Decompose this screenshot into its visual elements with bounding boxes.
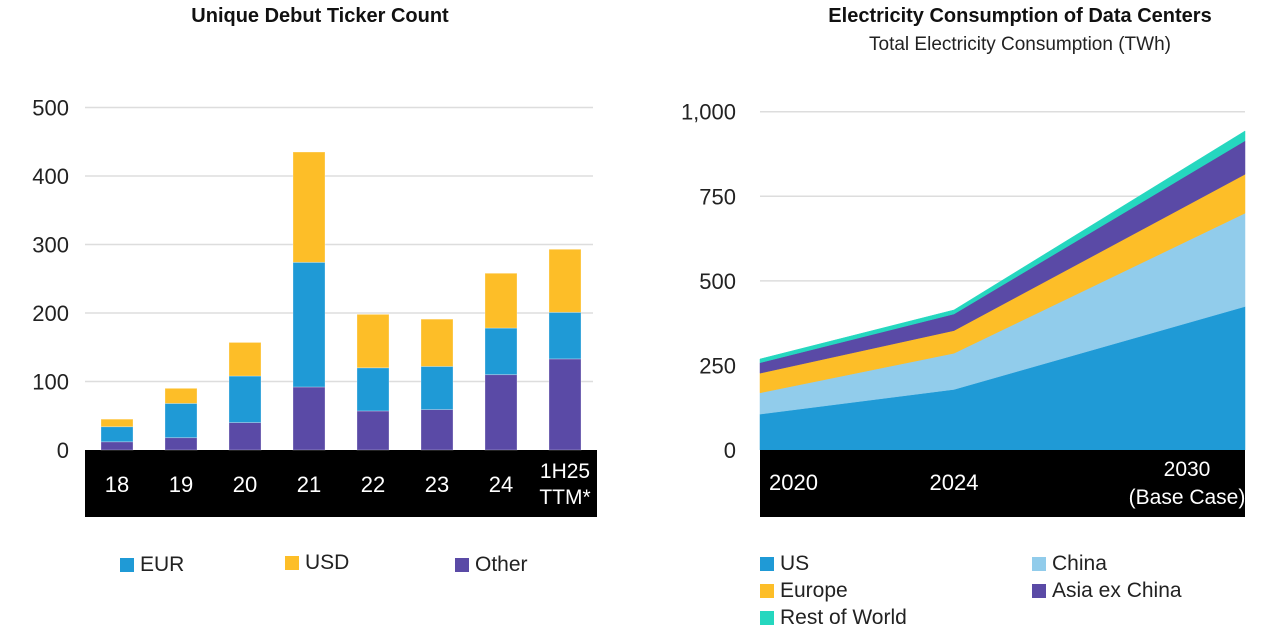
- x-tick-label: 18: [105, 472, 129, 497]
- x-tick-label: 21: [297, 472, 321, 497]
- x-axis-band: [85, 450, 597, 517]
- x-tick-label: 2020: [769, 470, 818, 495]
- legend-swatch-china: [1032, 557, 1046, 571]
- bar-segment-eur: [100, 426, 134, 443]
- x-tick-label: 19: [169, 472, 193, 497]
- y-tick-label: 750: [699, 184, 736, 209]
- bar-segment-eur: [228, 375, 262, 423]
- bar-segment-other: [420, 409, 454, 451]
- electricity-chart-title: Electricity Consumption of Data Centers: [828, 5, 1212, 27]
- bar-segment-eur: [164, 403, 198, 439]
- legend-label-asia-ex-china: Asia ex China: [1052, 579, 1182, 602]
- x-tick-label: TTM*: [539, 486, 590, 509]
- legend-label-other: Other: [475, 553, 528, 576]
- y-tick-label: 0: [724, 438, 736, 463]
- legend-label-rest-of-world: Rest of World: [780, 606, 907, 629]
- y-tick-label: 500: [32, 96, 69, 121]
- legend-swatch-rest-of-world: [760, 611, 774, 625]
- y-tick-label: 100: [32, 370, 69, 395]
- x-tick-label: 20: [233, 472, 257, 497]
- electricity-chart-panel: Electricity Consumption of Data Centers …: [640, 0, 1282, 640]
- x-tick-label: 1H25: [540, 460, 590, 483]
- legend-item-eur: EUR: [120, 553, 184, 577]
- electricity-chart-subtitle: Total Electricity Consumption (TWh): [869, 34, 1171, 55]
- legend-item-china: China: [1032, 552, 1107, 576]
- legend-swatch-other: [455, 558, 469, 572]
- bar-segment-other: [228, 422, 262, 451]
- legend-swatch-asia-ex-china: [1032, 584, 1046, 598]
- bar-segment-eur: [484, 327, 518, 376]
- area-rest-of-world: [759, 130, 1246, 364]
- y-tick-label: 400: [32, 164, 69, 189]
- legend-item-rest-of-world: Rest of World: [760, 606, 907, 630]
- ticker-chart-title: Unique Debut Ticker Count: [191, 5, 449, 27]
- legend-item-usd: USD: [285, 551, 349, 575]
- legend-item-us: US: [760, 552, 809, 576]
- y-tick-label: 300: [32, 233, 69, 258]
- legend-item-other: Other: [455, 553, 528, 577]
- x-tick-label: 2030: [1164, 458, 1211, 481]
- bar-segment-usd: [100, 418, 134, 428]
- bar-segment-other: [484, 374, 518, 451]
- bar-segment-eur: [548, 311, 582, 360]
- x-axis-band: [760, 450, 1245, 517]
- bar-segment-usd: [356, 313, 390, 369]
- bar-segment-other: [548, 358, 582, 451]
- y-tick-label: 250: [699, 353, 736, 378]
- legend-label-us: US: [780, 552, 810, 575]
- y-tick-label: 0: [57, 438, 69, 463]
- legend-label-usd: USD: [305, 551, 350, 574]
- legend-item-asia-ex-china: Asia ex China: [1032, 579, 1182, 603]
- bar-segment-other: [100, 441, 134, 451]
- ticker-count-chart-panel: Unique Debut Ticker Count 0 100 200 300 400 5…: [0, 0, 640, 640]
- legend-label-eur: EUR: [140, 553, 185, 576]
- bar-segment-usd: [420, 318, 454, 367]
- bar-segment-eur: [292, 261, 326, 388]
- y-tick-label: 200: [32, 301, 69, 326]
- x-tick-label: 22: [361, 472, 385, 497]
- legend-item-europe: Europe: [760, 579, 848, 603]
- x-tick-label: 23: [425, 472, 449, 497]
- y-tick-label: 500: [699, 269, 736, 294]
- x-tick-label: 24: [489, 472, 513, 497]
- bar-segment-other: [356, 410, 390, 451]
- bar-segment-eur: [356, 367, 390, 412]
- legend-label-china: China: [1052, 552, 1107, 575]
- bar-segment-usd: [292, 151, 326, 263]
- electricity-area-chart: 0 250 500 750 1,000 2020 2024 2030 (Base Case): [681, 100, 1246, 517]
- bar-segment-other: [164, 437, 198, 451]
- x-tick-label: (Base Case): [1129, 486, 1246, 509]
- legend-swatch-europe: [760, 584, 774, 598]
- bar-segment-eur: [420, 366, 454, 410]
- legend-swatch-usd: [285, 556, 299, 570]
- y-tick-label: 1,000: [681, 100, 736, 125]
- x-tick-label: 2024: [930, 470, 979, 495]
- bar-segment-usd: [164, 387, 198, 404]
- bar-segment-usd: [548, 248, 582, 313]
- legend-swatch-us: [760, 557, 774, 571]
- bar-segment-usd: [484, 272, 518, 329]
- legend-label-europe: Europe: [780, 579, 848, 602]
- bar-segment-other: [292, 386, 326, 451]
- legend-swatch-eur: [120, 558, 134, 572]
- ticker-bar-chart: 0 100 200 300 400 500 18 19 20 21 22 23 24 1H25 TTM*: [32, 96, 597, 517]
- bar-segment-usd: [228, 342, 262, 377]
